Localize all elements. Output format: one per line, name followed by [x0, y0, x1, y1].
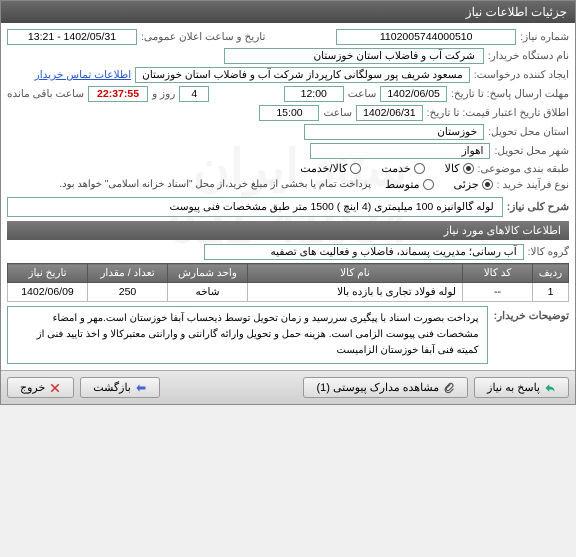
org-value: شرکت آب و فاضلاب استان خوزستان — [224, 48, 484, 64]
subject-cat-group: کالا خدمت کالا/خدمت — [300, 162, 473, 175]
items-table: ردیف کد کالا نام کالا واحد شمارش تعداد /… — [7, 263, 569, 302]
radio-khedmat[interactable]: خدمت — [381, 162, 424, 175]
cell-row: 1 — [533, 283, 569, 302]
reply-deadline-label: مهلت ارسال پاسخ: تا تاریخ: — [451, 88, 569, 100]
delivery-prov-label: استان محل تحویل: — [488, 126, 569, 138]
buyer-note-text: پرداخت بصورت اسناد با پیگیری سررسید و زم… — [7, 306, 488, 364]
announce-label: تاریخ و ساعت اعلان عمومی: — [141, 31, 265, 43]
radio-both[interactable]: کالا/خدمت — [300, 162, 361, 175]
price-valid-label: اطلاق تاریخ اعتبار قیمت: تا تاریخ: — [427, 107, 569, 119]
cell-name: لوله فولاد تجاری با بازده بالا — [248, 283, 463, 302]
radio-dot-icon — [482, 179, 493, 190]
items-header: اطلاعات کالاهای مورد نیاز — [7, 221, 569, 240]
cell-qty: 250 — [88, 283, 168, 302]
attachments-button[interactable]: مشاهده مدارک پیوستی (1) — [303, 377, 468, 398]
radio-jozi[interactable]: جزئی — [454, 178, 493, 191]
radio-dot-icon — [463, 163, 474, 174]
table-header-row: ردیف کد کالا نام کالا واحد شمارش تعداد /… — [8, 264, 569, 283]
org-label: نام دستگاه خریدار: — [488, 50, 569, 62]
contact-link[interactable]: اطلاعات تماس خریدار — [35, 69, 131, 81]
group-label: گروه کالا: — [528, 246, 569, 258]
creator-value: مسعود شریف پور سولگانی کارپرداز شرکت آب … — [135, 67, 470, 83]
payment-note: پرداخت تمام یا بخشی از مبلغ خرید،از محل … — [59, 179, 371, 190]
radio-dot-icon — [414, 163, 425, 174]
reply-time-value: 12:00 — [284, 86, 344, 102]
overview-text: لوله گالوانیزه 100 میلیمتری (4 اینچ ) 15… — [7, 197, 503, 217]
footer-bar: پاسخ به نیاز مشاهده مدارک پیوستی (1) باز… — [1, 370, 575, 404]
cell-unit: شاخه — [168, 283, 248, 302]
saat-label-1: ساعت — [348, 88, 377, 100]
reply-button[interactable]: پاسخ به نیاز — [474, 377, 569, 398]
window-title: جزئیات اطلاعات نیاز — [466, 5, 567, 19]
group-value: آب رسانی؛ مدیریت پسماند، فاضلاب و فعالیت… — [204, 244, 524, 260]
days-label: روز و — [152, 88, 175, 100]
col-unit: واحد شمارش — [168, 264, 248, 283]
need-number-label: شماره نیاز: — [520, 31, 569, 43]
back-button[interactable]: بازگشت — [80, 377, 160, 398]
col-code: کد کالا — [463, 264, 533, 283]
process-type-label: نوع فرآیند خرید : — [497, 179, 569, 191]
overview-label: شرح کلی نیاز: — [507, 201, 569, 213]
price-date-value: 1402/06/31 — [356, 105, 423, 121]
delivery-city-label: شهر محل تحویل: — [494, 145, 569, 157]
exit-icon — [49, 382, 61, 394]
exit-button[interactable]: خروج — [7, 377, 74, 398]
col-date: تاریخ نیاز — [8, 264, 88, 283]
back-icon — [135, 382, 147, 394]
reply-icon — [544, 382, 556, 394]
announce-value: 1402/05/31 - 13:21 — [7, 29, 137, 45]
subject-cat-label: طبقه بندی موضوعی: — [478, 163, 569, 175]
time-left-value: 22:37:55 — [88, 86, 148, 102]
delivery-city-value: اهواز — [310, 143, 490, 159]
radio-dot-icon — [350, 163, 361, 174]
delivery-prov-value: خوزستان — [304, 124, 484, 140]
process-type-group: جزئی متوسط — [385, 178, 493, 191]
table-row[interactable]: 1 -- لوله فولاد تجاری با بازده بالا شاخه… — [8, 283, 569, 302]
price-time-value: 15:00 — [259, 105, 319, 121]
radio-kala[interactable]: کالا — [445, 162, 474, 175]
need-details-window: جزئیات اطلاعات نیاز ستاد ایران021-41934 … — [0, 0, 576, 405]
col-row: ردیف — [533, 264, 569, 283]
days-left-value: 4 — [179, 86, 209, 102]
saat-label-2: ساعت — [323, 107, 352, 119]
cell-code: -- — [463, 283, 533, 302]
col-qty: تعداد / مقدار — [88, 264, 168, 283]
reply-date-value: 1402/06/05 — [380, 86, 447, 102]
paperclip-icon — [443, 382, 455, 394]
buyer-note-label: توضیحات خریدار: — [494, 306, 569, 364]
window-titlebar: جزئیات اطلاعات نیاز — [1, 1, 575, 23]
need-number-value: 1102005744000510 — [336, 29, 516, 45]
creator-label: ایجاد کننده درخواست: — [474, 69, 569, 81]
time-left-label: ساعت باقی مانده — [7, 88, 84, 100]
radio-motevaset[interactable]: متوسط — [385, 178, 434, 191]
col-name: نام کالا — [248, 264, 463, 283]
radio-dot-icon — [423, 179, 434, 190]
cell-date: 1402/06/09 — [8, 283, 88, 302]
